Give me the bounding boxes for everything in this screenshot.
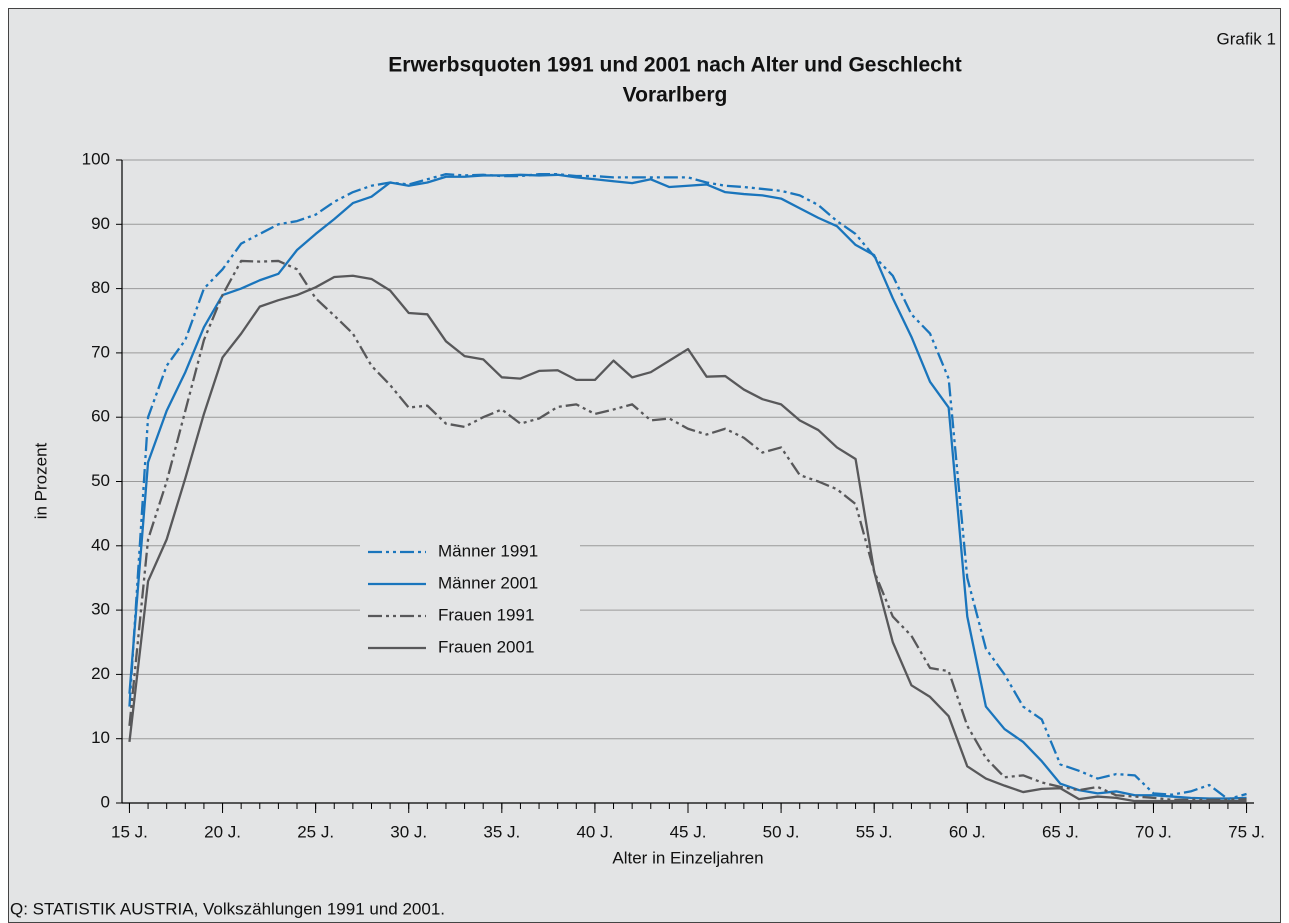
x-tick-label: 75 J.: [1228, 822, 1265, 841]
chart-title: Erwerbsquoten 1991 und 2001 nach Alter u…: [388, 54, 961, 77]
x-tick-label: 45 J.: [670, 822, 707, 841]
y-axis-label: in Prozent: [31, 442, 50, 519]
series-line: [128, 274, 1247, 803]
y-tick-label: 50: [91, 471, 110, 490]
y-tick-label: 80: [91, 278, 110, 297]
y-tick-label: 10: [91, 728, 110, 747]
chart-subtitle: Vorarlberg: [623, 84, 728, 107]
x-tick-label: 30 J.: [390, 822, 427, 841]
y-tick-label: 30: [91, 600, 110, 619]
x-tick-label: 60 J.: [949, 822, 986, 841]
legend: Männer 1991 Männer 2001 Frauen 1991 Frauen …: [360, 535, 580, 665]
y-tick-label: 60: [91, 407, 110, 426]
legend-label: Frauen 1991: [438, 605, 534, 624]
series-line: [128, 259, 1247, 801]
y-tick-label: 100: [82, 149, 110, 168]
legend-label: Männer 1991: [438, 541, 538, 560]
x-tick-label: 50 J.: [763, 822, 800, 841]
chart-frame: [8, 8, 1281, 923]
legend-label: Frauen 2001: [438, 637, 534, 656]
y-tick-label: 70: [91, 342, 110, 361]
x-tick-label: 70 J.: [1135, 822, 1172, 841]
x-tick-label: 55 J.: [856, 822, 893, 841]
y-tick-label: 20: [91, 664, 110, 683]
x-tick-label: 15 J.: [111, 822, 148, 841]
y-tick-label: 90: [91, 214, 110, 233]
source-note: Q: STATISTIK AUSTRIA, Volkszählungen 199…: [10, 899, 445, 918]
x-tick-label: 40 J.: [576, 822, 613, 841]
figure-label: Grafik 1: [1216, 29, 1276, 48]
series-line: [128, 173, 1247, 800]
series-line: [128, 172, 1247, 801]
x-tick-label: 25 J.: [297, 822, 334, 841]
x-tick-label: 65 J.: [1042, 822, 1079, 841]
y-tick-label: 0: [101, 792, 110, 811]
x-tick-label: 20 J.: [204, 822, 241, 841]
y-tick-label: 40: [91, 535, 110, 554]
legend-box: [360, 535, 580, 665]
legend-label: Männer 2001: [438, 573, 538, 592]
x-axis-label: Alter in Einzeljahren: [612, 848, 763, 867]
x-tick-label: 35 J.: [483, 822, 520, 841]
